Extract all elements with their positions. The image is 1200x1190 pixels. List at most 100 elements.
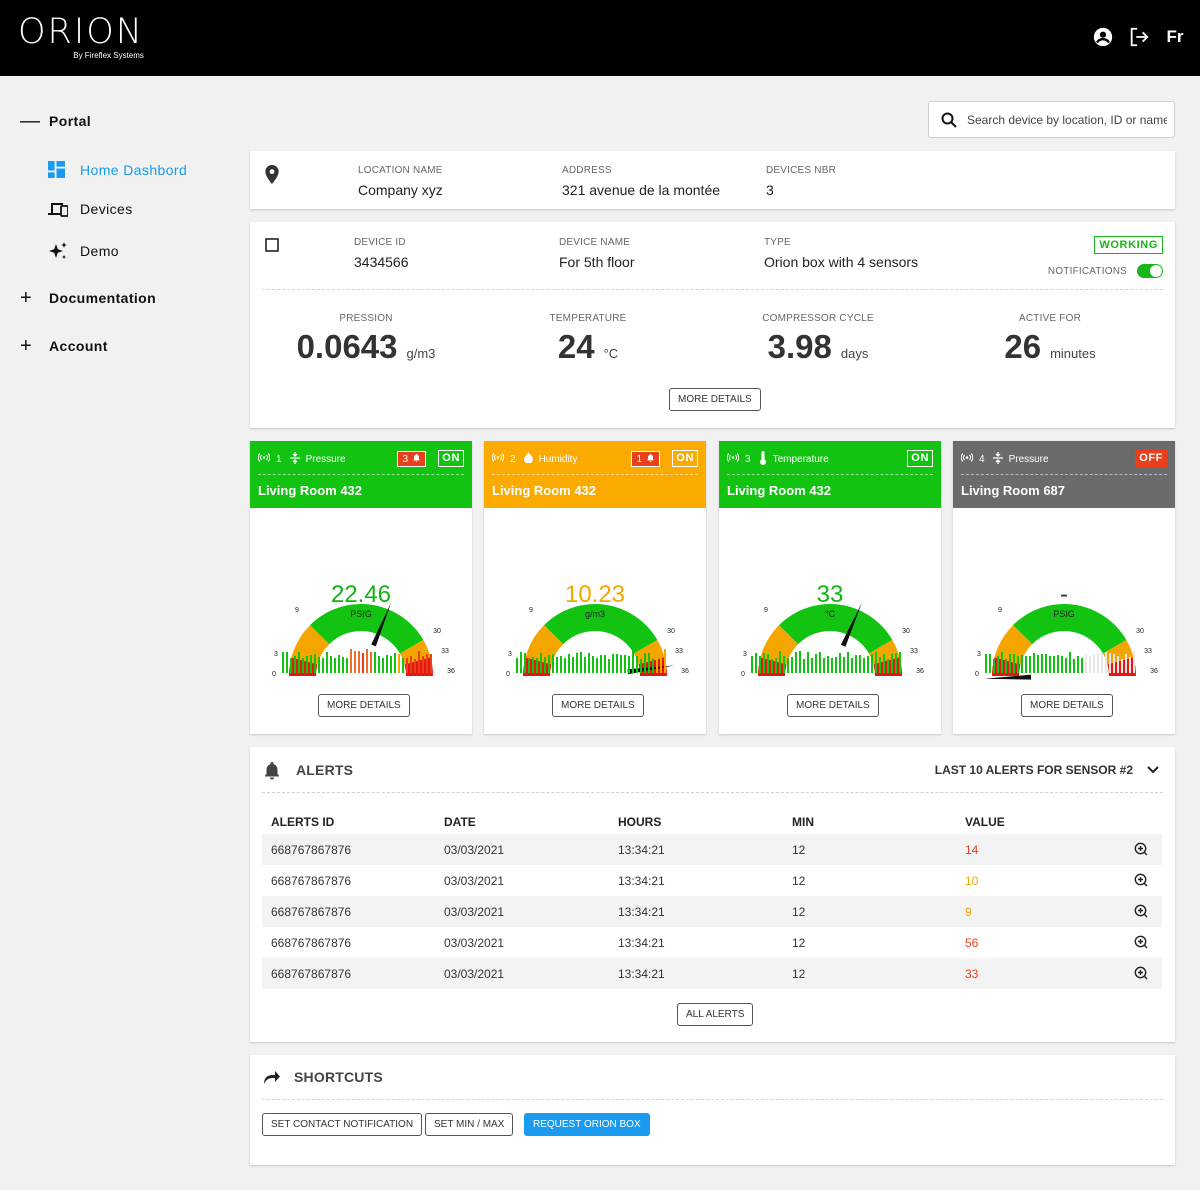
history-bar [604,655,606,673]
history-bar [422,656,424,673]
history-bar [879,657,881,673]
alert-count-badge[interactable]: 1 [631,451,660,467]
divider [262,289,1163,290]
sidebar-section-portal[interactable]: — Portal [20,110,92,132]
sidebar-item-home-dashboard[interactable]: Home Dashbord [48,161,187,178]
account-icon[interactable] [1092,26,1114,48]
orion-logo[interactable]: ORION By Fireflex Systems [18,14,144,60]
gauge-tick-label: 30 [1136,628,1144,635]
history-bar [660,649,662,673]
gauge-tick-label: 33 [441,648,449,655]
alert-hours: 13:34:21 [618,843,665,857]
zoom-in-icon[interactable] [1134,935,1148,949]
alert-value: 56 [965,936,979,950]
zoom-in-icon[interactable] [1134,966,1148,980]
column-header: VALUE [965,815,1005,829]
address-label: ADDRESS [562,165,612,176]
history-bar [1049,656,1051,673]
history-bar [346,658,348,673]
sensor-more-details-button[interactable]: MORE DETAILS [318,694,410,717]
sidebar-section-label: Portal [49,113,92,129]
history-bar [398,654,400,673]
metric-label: ACTIVE FOR [1018,313,1081,324]
set-min-max-button[interactable]: SET MIN / MAX [425,1113,514,1136]
shortcuts-card: SHORTCUTS SET CONTACT NOTIFICATION SET M… [250,1055,1175,1165]
alert-count-badge[interactable]: 3 [397,451,426,467]
sensor-more-details-button[interactable]: MORE DETAILS [787,694,879,717]
metric-unit: g/m3 [406,346,436,361]
sidebar-item-demo[interactable]: Demo [48,241,119,261]
sidebar-section-account[interactable]: + Account [20,336,108,356]
devices-count-value: 3 [766,182,774,198]
alert-id: 668767867876 [271,843,352,857]
logo-subtitle: By Fireflex Systems [73,51,144,60]
table-row: 668767867876 03/03/2021 13:34:21 12 56 [262,927,1162,958]
sensor-gauge: 0 3 9 30 33 36 [506,604,689,678]
zoom-in-icon[interactable] [1134,873,1148,887]
language-switch[interactable]: Fr [1166,27,1184,46]
column-header: HOURS [618,815,662,829]
shortcuts-title: SHORTCUTS [294,1069,383,1085]
device-checkbox[interactable] [265,238,279,252]
sidebar-item-devices[interactable]: Devices [48,201,133,217]
gauge-zone [994,625,1033,665]
notifications-label: NOTIFICATIONS [1047,265,1127,277]
sensor-more-details-button[interactable]: MORE DETAILS [552,694,644,717]
alert-id: 668767867876 [271,936,352,950]
divider [262,792,1163,793]
alert-count: 1 [636,453,642,465]
device-search[interactable] [928,101,1175,138]
history-bar [997,655,999,673]
history-bar [576,653,578,673]
logout-icon[interactable] [1128,26,1150,48]
gauge-zone [760,625,799,665]
history-bar [779,651,781,673]
gauge-tick-label: 0 [272,671,276,678]
divider [961,474,1167,475]
search-input[interactable] [967,112,1167,127]
sidebar-section-documentation[interactable]: + Documentation [20,288,156,308]
history-bar [799,651,801,673]
history-bar [803,658,805,673]
alert-value: 14 [965,843,979,857]
history-bar [887,658,889,673]
history-bar [871,653,873,673]
sensor-card-header: 3 Temperature ON Living Room 432 [719,441,941,508]
table-row: 668767867876 03/03/2021 13:34:21 12 10 [262,865,1162,896]
history-bar [839,653,841,673]
history-bar [612,653,614,673]
history-bar [652,658,654,673]
history-bar [1069,652,1071,673]
divider [727,474,933,475]
gauge-zone [1013,604,1127,654]
gauge-zone [544,604,658,654]
collapse-icon: — [20,110,41,132]
zoom-in-icon[interactable] [1134,904,1148,918]
history-bar [1053,656,1055,673]
alert-hours: 13:34:21 [618,874,665,888]
request-orion-box-button[interactable]: REQUEST ORION BOX [524,1113,650,1136]
sensor-card: 1 Pressure 3 ON Living Room 432 0 3 9 30 33 3… [250,441,472,734]
history-bar [1101,653,1103,673]
history-bar [362,652,364,673]
all-alerts-button[interactable]: ALL ALERTS [677,1003,754,1026]
device-more-details-button[interactable]: MORE DETAILS [669,388,761,411]
history-bar [294,655,296,673]
gauge-zone [310,604,424,654]
sensor-type: Temperature [772,453,829,465]
device-id-field: DEVICE ID 3434566 [354,237,409,270]
history-bar [402,658,404,673]
gauge-tick-label: 9 [764,607,768,614]
alerts-sensor-select[interactable]: LAST 10 ALERTS FOR SENSOR #2 [935,763,1159,777]
history-bar [552,653,554,673]
sensor-more-details-button[interactable]: MORE DETAILS [1021,694,1113,717]
gauge-tick-label: 9 [295,607,299,614]
sensor-unit: PSIG [1053,609,1075,619]
set-contact-notification-button[interactable]: SET CONTACT NOTIFICATION [262,1113,423,1136]
metric-unit: days [840,346,869,361]
sensor-history-bars [282,649,432,673]
zoom-in-icon[interactable] [1134,842,1148,856]
sensor-unit: °C [824,609,836,619]
notifications-toggle[interactable] [1137,264,1163,278]
history-bar [835,657,837,673]
